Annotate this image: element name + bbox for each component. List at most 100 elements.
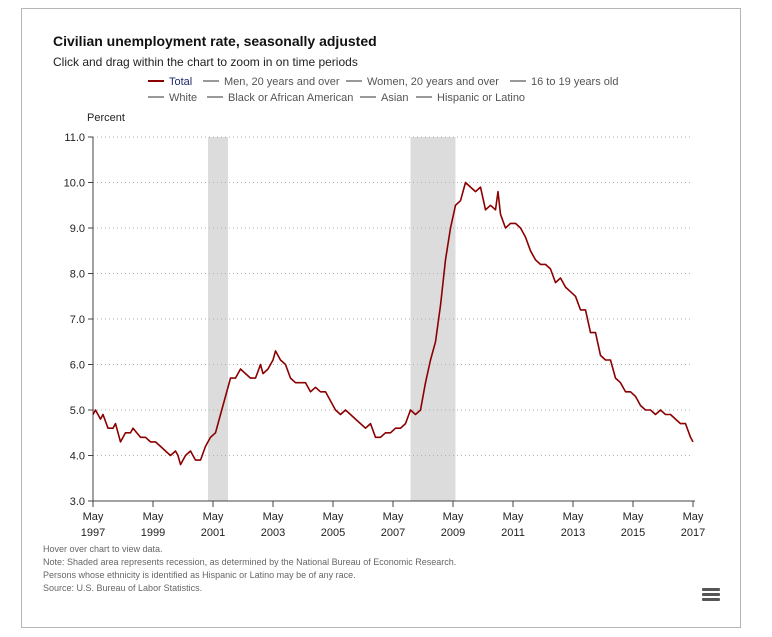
data-point[interactable] [239,367,243,371]
data-point[interactable] [284,363,288,367]
data-point[interactable] [91,413,95,417]
data-point[interactable] [449,226,453,230]
data-point[interactable] [619,381,623,385]
data-point[interactable] [594,331,598,335]
data-point[interactable] [394,426,398,430]
data-point[interactable] [424,381,428,385]
data-point[interactable] [599,353,603,357]
data-point[interactable] [324,390,328,394]
data-point[interactable] [271,358,275,362]
data-point[interactable] [229,376,233,380]
series-layer[interactable] [91,181,695,467]
data-point[interactable] [629,390,633,394]
data-point[interactable] [106,426,110,430]
data-point[interactable] [504,226,508,230]
data-point[interactable] [319,390,323,394]
data-point[interactable] [559,276,563,280]
data-point[interactable] [289,376,293,380]
data-point[interactable] [294,381,298,385]
data-point[interactable] [179,463,183,467]
data-point[interactable] [129,431,133,435]
data-point[interactable] [464,181,468,185]
data-point[interactable] [679,422,683,426]
data-point[interactable] [459,199,463,203]
data-point[interactable] [274,349,278,353]
data-point[interactable] [689,435,693,439]
data-point[interactable] [354,417,358,421]
data-point[interactable] [649,408,653,412]
data-point[interactable] [469,185,473,189]
data-point[interactable] [209,435,213,439]
data-point[interactable] [479,185,483,189]
data-point[interactable] [279,358,283,362]
data-point[interactable] [139,435,143,439]
data-point[interactable] [154,440,158,444]
legend-item[interactable]: Men, 20 years and over [203,76,340,88]
data-point[interactable] [119,440,123,444]
data-point[interactable] [399,426,403,430]
data-point[interactable] [499,212,503,216]
data-point[interactable] [524,235,528,239]
data-point[interactable] [329,399,333,403]
data-point[interactable] [644,408,648,412]
data-point[interactable] [369,422,373,426]
data-point[interactable] [204,444,208,448]
data-point[interactable] [529,249,533,253]
data-point[interactable] [339,413,343,417]
legend-item[interactable]: White [148,92,197,104]
hamburger-menu-icon[interactable] [702,588,720,604]
data-point[interactable] [659,408,663,412]
data-point[interactable] [664,413,668,417]
data-point[interactable] [684,422,688,426]
data-point[interactable] [444,258,448,262]
legend-item[interactable]: Hispanic or Latino [416,92,525,104]
data-point[interactable] [554,281,558,285]
legend-item[interactable]: Women, 20 years and over [346,76,499,88]
series-line-total[interactable] [92,181,694,466]
data-point[interactable] [624,390,628,394]
data-point[interactable] [114,422,118,426]
data-point[interactable] [654,413,658,417]
data-point[interactable] [549,267,553,271]
data-point[interactable] [266,367,270,371]
data-point[interactable] [419,408,423,412]
data-point[interactable] [514,221,518,225]
data-point[interactable] [569,290,573,294]
data-point[interactable] [184,454,188,458]
data-point[interactable] [539,262,543,266]
data-point[interactable] [489,203,493,207]
data-point[interactable] [519,226,523,230]
data-point[interactable] [254,376,258,380]
data-point[interactable] [584,308,588,312]
legend-item[interactable]: Total [148,76,192,88]
data-point[interactable] [176,454,180,458]
data-point[interactable] [131,426,135,430]
data-point[interactable] [404,422,408,426]
data-point[interactable] [199,458,203,462]
data-point[interactable] [574,294,578,298]
data-point[interactable] [484,208,488,212]
data-point[interactable] [389,431,393,435]
data-point[interactable] [99,417,103,421]
data-point[interactable] [261,372,265,376]
data-point[interactable] [434,340,438,344]
data-point[interactable] [344,408,348,412]
data-point[interactable] [259,363,263,367]
data-point[interactable] [409,408,413,412]
data-point[interactable] [364,426,368,430]
data-point[interactable] [564,285,568,289]
data-point[interactable] [189,449,193,453]
data-point[interactable] [169,454,173,458]
data-point[interactable] [174,449,178,453]
data-point[interactable] [414,413,418,417]
data-point[interactable] [111,426,115,430]
data-point[interactable] [159,444,163,448]
data-point[interactable] [164,449,168,453]
data-point[interactable] [144,435,148,439]
data-point[interactable] [589,331,593,335]
data-point[interactable] [94,408,98,412]
data-point[interactable] [474,190,478,194]
data-point[interactable] [496,190,500,194]
data-point[interactable] [544,262,548,266]
data-point[interactable] [244,372,248,376]
